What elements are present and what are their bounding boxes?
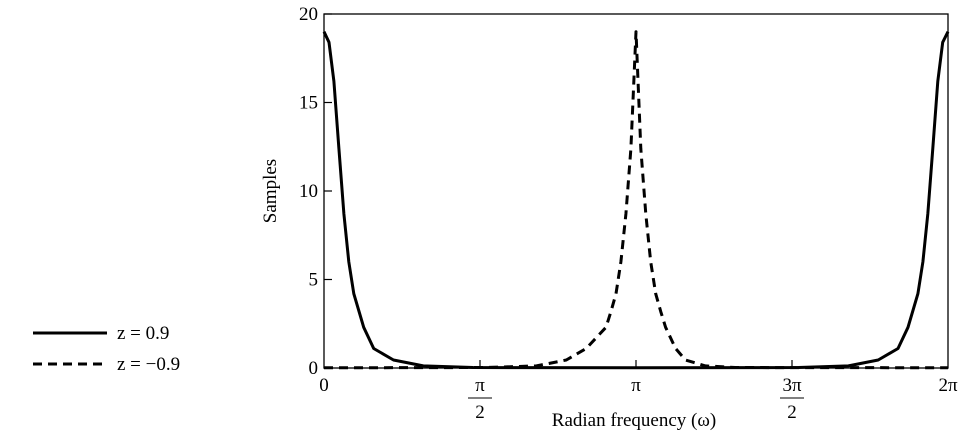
legend-label-1: z = −0.9 bbox=[117, 354, 180, 375]
x-axis-label: Radian frequency (ω) bbox=[552, 410, 716, 431]
x-tick-label-numerator: π bbox=[475, 375, 485, 396]
series-line-0 bbox=[322, 31, 950, 370]
y-tick-label: 10 bbox=[299, 181, 318, 202]
y-axis-label: Samples bbox=[260, 159, 281, 223]
y-axis-ticks: 0 5 10 15 20 bbox=[299, 4, 332, 379]
x-tick-label-denominator: 2 bbox=[787, 402, 797, 423]
legend: z = 0.9 z = −0.9 bbox=[33, 323, 180, 375]
x-tick-label: 0 bbox=[319, 375, 329, 396]
series-layer bbox=[322, 30, 950, 370]
y-tick-label: 5 bbox=[309, 270, 319, 291]
x-tick-label-numerator: 3π bbox=[782, 375, 802, 396]
x-tick-label: π bbox=[631, 375, 641, 396]
x-tick-label-denominator: 2 bbox=[475, 402, 485, 423]
x-tick-label: 2π bbox=[938, 375, 958, 396]
y-tick-label: 15 bbox=[299, 93, 318, 114]
y-tick-label: 0 bbox=[309, 358, 319, 379]
series-line-1 bbox=[323, 30, 949, 370]
plot-frame bbox=[323, 13, 949, 369]
legend-label-0: z = 0.9 bbox=[117, 323, 169, 344]
y-tick-label: 20 bbox=[299, 4, 318, 25]
